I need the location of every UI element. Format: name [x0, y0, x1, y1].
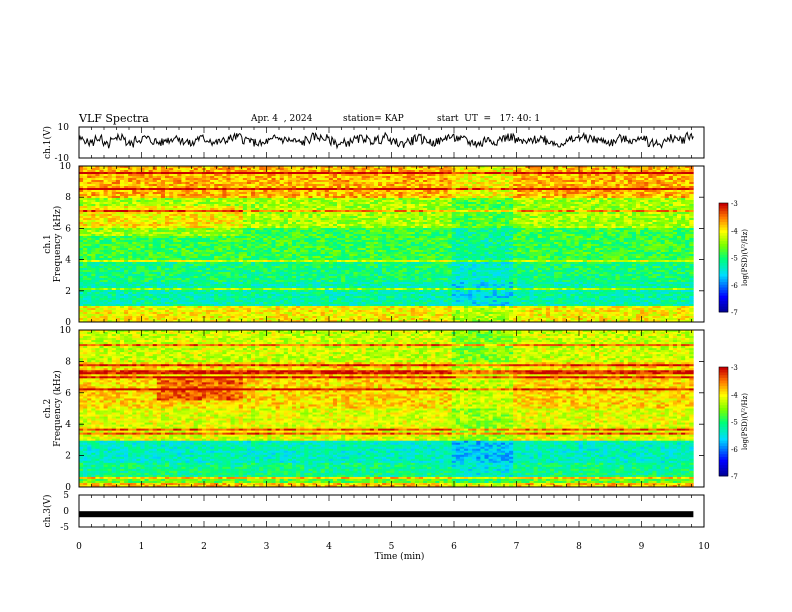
y-tick-label: 8	[65, 193, 71, 203]
ch1-waveform-line	[78, 131, 694, 150]
y-tick-label: -10	[55, 154, 70, 164]
x-tick-label: 1	[139, 542, 145, 552]
colorbar-tick-label: -7	[731, 309, 738, 317]
y-tick-label: 4	[65, 256, 71, 266]
channel-label: ch.1	[43, 234, 53, 253]
ch3-axis-label: ch.3(V)	[42, 495, 53, 528]
colorbar-tick-label: -6	[731, 446, 738, 454]
x-tick-label: 2	[201, 542, 207, 552]
x-tick-label: 7	[514, 542, 520, 552]
colorbar-label: log(PSD)(V²/Hz)	[741, 393, 749, 450]
y-tick-label: 6	[65, 224, 71, 234]
x-tick-label: 3	[264, 542, 270, 552]
start-time-label: start UT = 17: 40: 1	[437, 114, 540, 124]
y-tick-label: 4	[65, 420, 71, 430]
colorbar-tick-label: -3	[731, 200, 738, 208]
colorbar-tick-label: -6	[731, 282, 738, 290]
station-label: station= KAP	[343, 114, 404, 124]
x-tick-label: 9	[639, 542, 645, 552]
colorbar-tick-label: -4	[731, 391, 738, 399]
colorbar-tick-label: -5	[731, 419, 738, 427]
channel-label: ch.2	[43, 399, 53, 418]
y-tick-label: 0	[65, 483, 71, 493]
y-tick-label: 0	[63, 507, 69, 517]
y-tick-label: 10	[58, 123, 70, 133]
x-axis-label: Time (min)	[375, 551, 425, 562]
x-tick-label: 8	[576, 542, 582, 552]
frequency-axis-label: Frequency (kHz)	[52, 370, 63, 447]
y-tick-label: 8	[65, 357, 71, 367]
ch1-spectrogram-heatmap	[79, 166, 694, 323]
y-tick-label: 10	[60, 326, 72, 336]
ch2-spectrogram-heatmap	[79, 330, 694, 488]
ch1-spectrogram-colorbar	[719, 203, 728, 313]
colorbar-frame	[718, 366, 729, 477]
ch3-waveform-line	[79, 511, 694, 518]
y-tick-label: 0	[65, 318, 71, 328]
colorbar-tick-label: -3	[731, 364, 738, 372]
ch2-spectrogram-colorbar	[719, 367, 728, 477]
colorbar-tick-label: -5	[731, 255, 738, 263]
frequency-axis-label: Frequency (kHz)	[52, 206, 63, 283]
colorbar-label: log(PSD)(V²/Hz)	[741, 229, 749, 286]
y-tick-label: 10	[60, 162, 72, 172]
y-tick-label: 2	[65, 452, 71, 462]
x-tick-label: 10	[698, 542, 710, 552]
ch1-axis-label: ch.1(V)	[42, 126, 53, 159]
x-tick-label: 5	[389, 542, 395, 552]
y-tick-label: 2	[65, 287, 71, 297]
date-label: Apr. 4 , 2024	[251, 114, 312, 124]
x-tick-label: 6	[451, 542, 457, 552]
colorbar-tick-label: -4	[731, 227, 738, 235]
x-tick-label: 4	[326, 542, 332, 552]
y-tick-label: 5	[63, 491, 69, 501]
chart-title: VLF Spectra	[79, 112, 149, 125]
y-tick-label: -5	[60, 523, 69, 533]
x-tick-label: 0	[76, 542, 82, 552]
colorbar-tick-label: -7	[731, 473, 738, 481]
colorbar-frame	[718, 202, 729, 313]
y-tick-label: 6	[65, 389, 71, 399]
